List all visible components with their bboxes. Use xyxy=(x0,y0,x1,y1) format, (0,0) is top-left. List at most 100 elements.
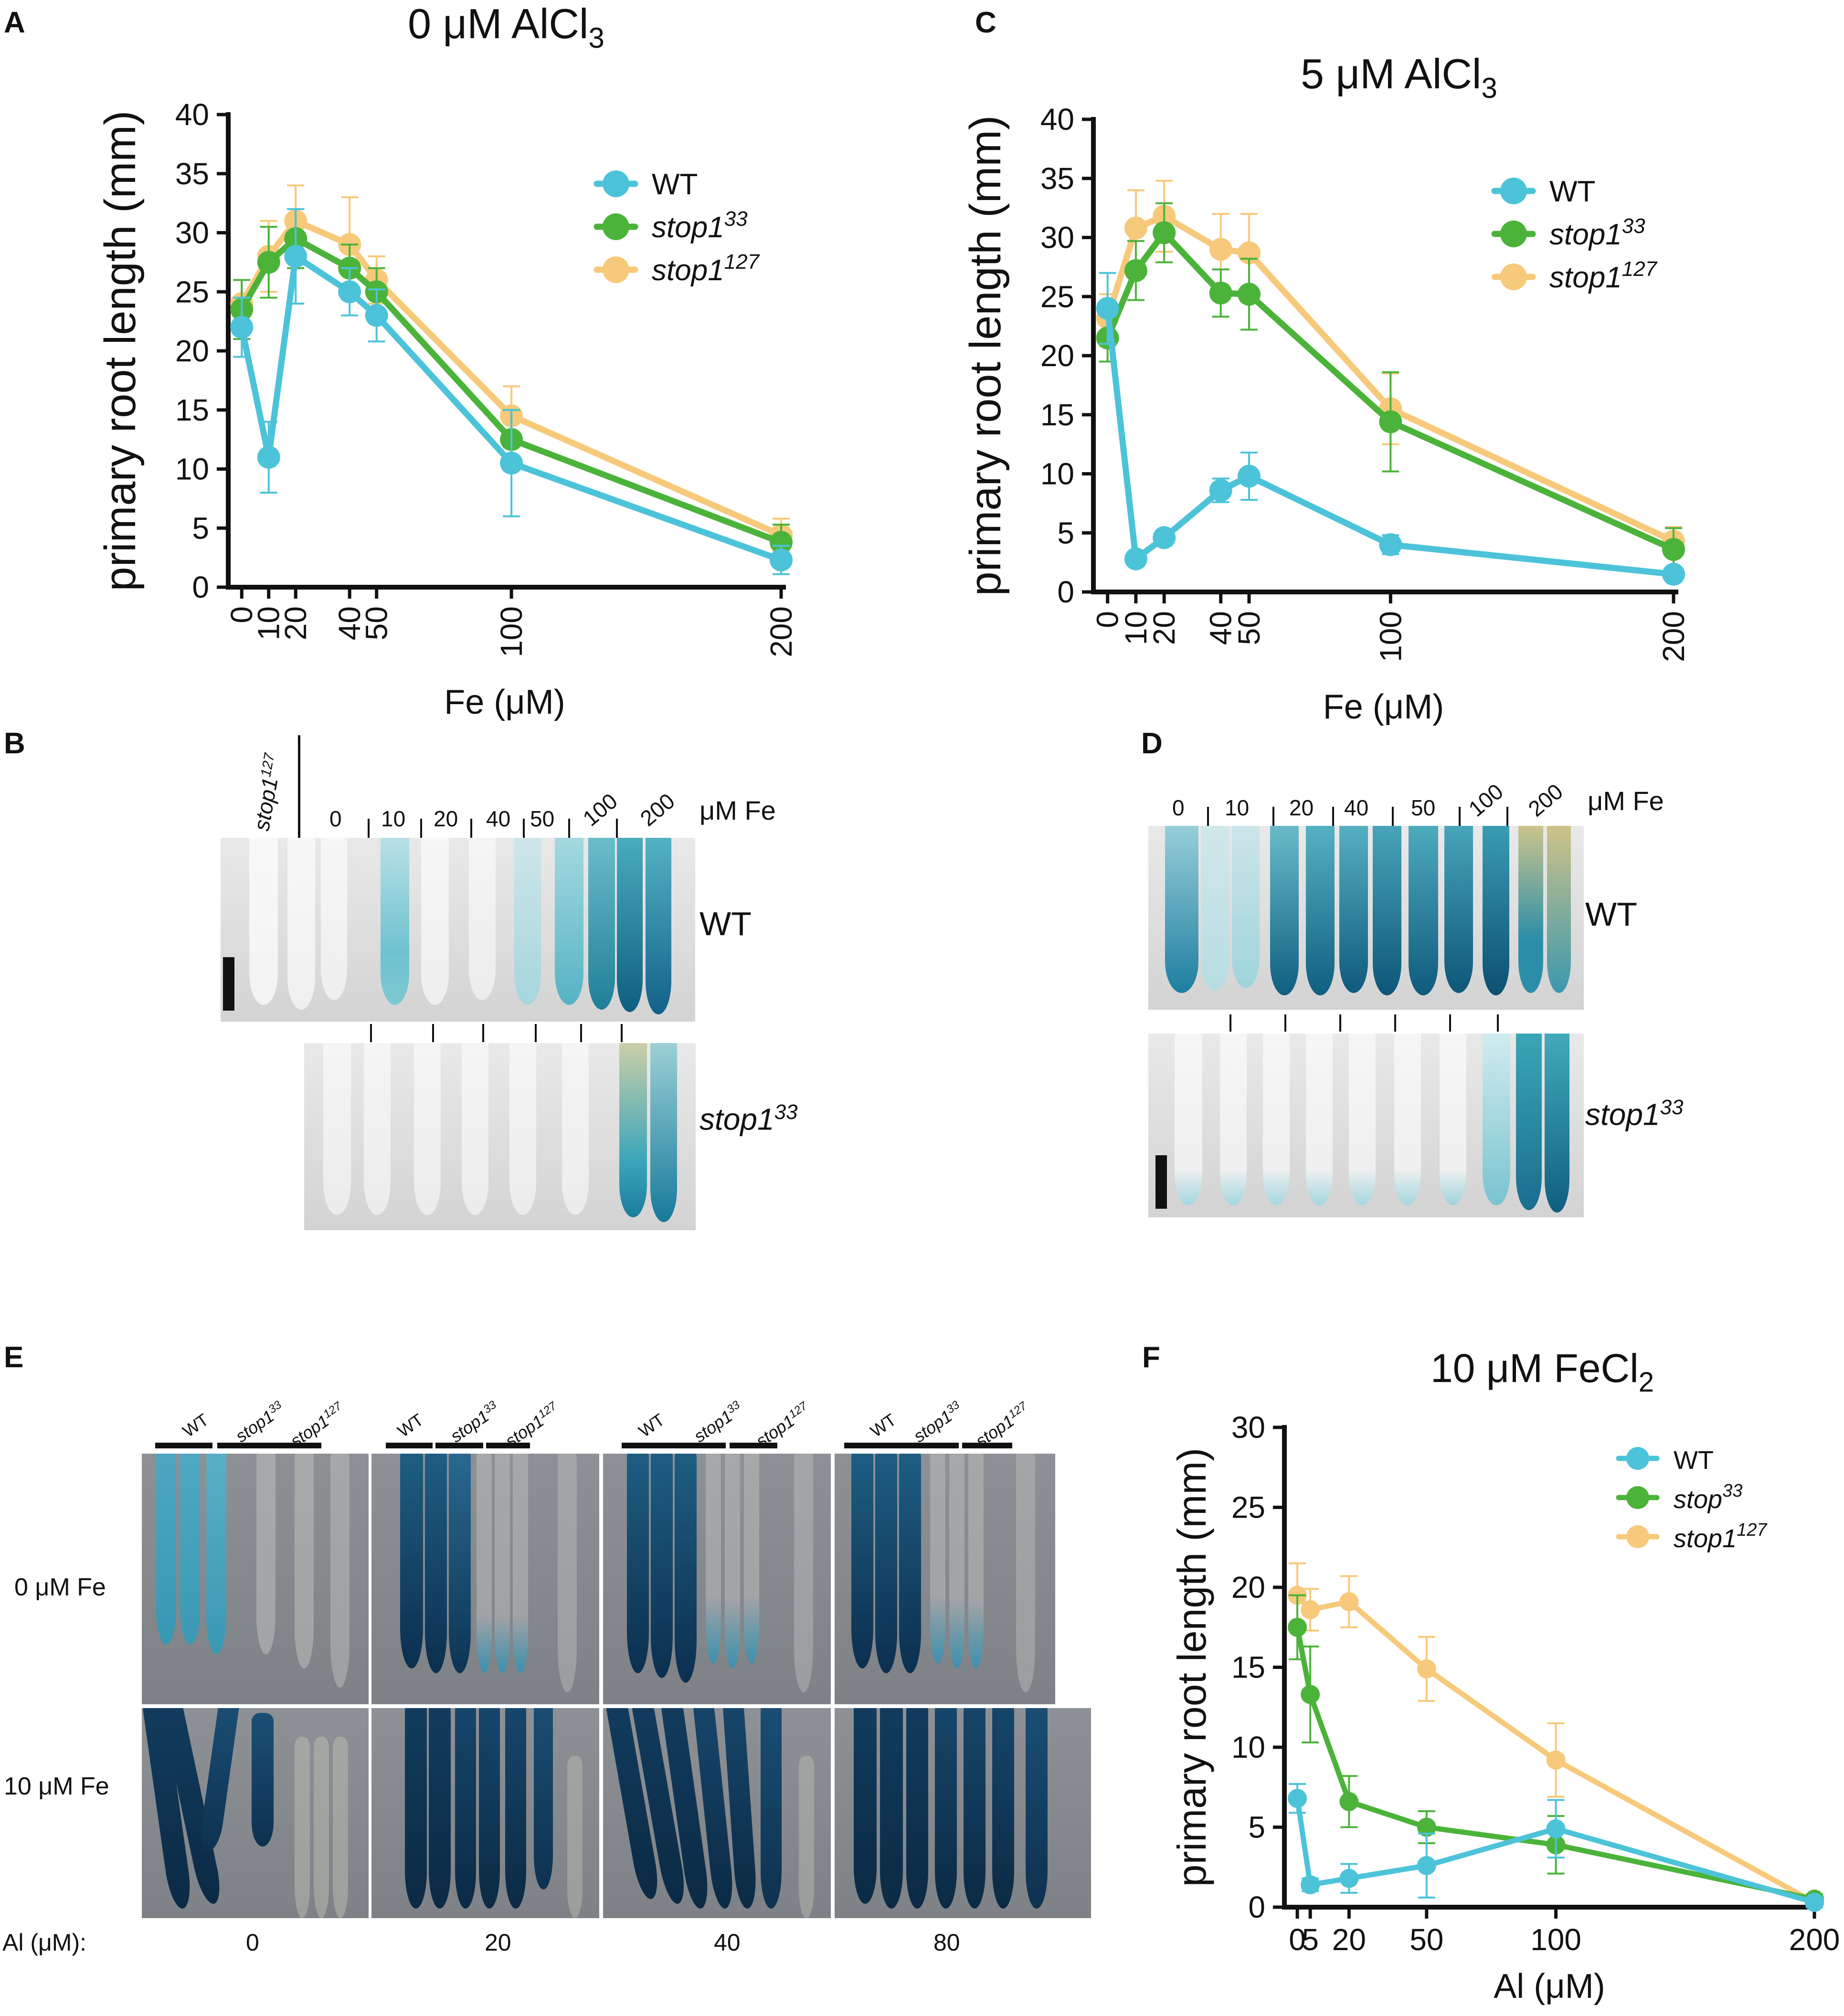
chart-title-subscript: 2 xyxy=(1639,1367,1654,1398)
root xyxy=(675,1454,697,1683)
fe-tick xyxy=(1497,1014,1499,1032)
data-point xyxy=(1237,464,1261,488)
root xyxy=(469,838,496,1000)
e-header-stop1-33: stop133 xyxy=(910,1398,962,1446)
root xyxy=(495,1454,510,1673)
x-tick-label: 20 xyxy=(1332,1922,1366,1957)
root xyxy=(156,1454,176,1645)
root xyxy=(1516,1034,1542,1210)
root xyxy=(206,1454,226,1654)
fe-tick xyxy=(368,819,370,838)
root xyxy=(1339,826,1368,993)
legend-label-superscript: 33 xyxy=(1622,214,1645,238)
data-point xyxy=(1339,1868,1359,1888)
root xyxy=(1545,1034,1569,1213)
row-label-stop1-33: stop133 xyxy=(699,1100,798,1137)
root xyxy=(1483,1034,1510,1205)
root xyxy=(364,1043,391,1215)
y-tick-label: 0 xyxy=(192,570,209,604)
root xyxy=(968,1454,984,1668)
root xyxy=(381,838,409,1005)
y-tick-label: 35 xyxy=(175,157,209,191)
root xyxy=(256,1454,276,1654)
row-label-stop1-33: stop133 xyxy=(1585,1096,1684,1132)
root xyxy=(321,838,347,1000)
fe-label: 10 xyxy=(381,806,406,831)
root xyxy=(1220,1034,1247,1205)
root xyxy=(880,1708,903,1909)
x-tick-label: 40 xyxy=(1204,611,1238,645)
root xyxy=(854,1708,877,1904)
fe-label: 20 xyxy=(1289,795,1314,820)
chart-title-subscript: 3 xyxy=(1481,72,1497,104)
root xyxy=(505,1708,526,1909)
root xyxy=(1373,826,1401,995)
data-point xyxy=(1662,562,1685,586)
fe-tick xyxy=(370,1024,372,1042)
legend-label: WT xyxy=(1549,175,1595,208)
panel-letter-d: D xyxy=(1141,727,1163,760)
y-tick-label: 25 xyxy=(1231,1490,1265,1525)
photo-e-10fe-80al xyxy=(835,1708,1091,1918)
root xyxy=(627,1454,649,1673)
root xyxy=(1483,826,1509,995)
e-bar-stop1-127 xyxy=(730,1443,777,1448)
root xyxy=(744,1454,759,1664)
legend-swatch-marker xyxy=(1500,221,1527,247)
fe-tick xyxy=(1449,1014,1451,1032)
root xyxy=(1270,826,1299,995)
root xyxy=(414,1043,441,1215)
fe-tick xyxy=(432,1024,434,1042)
x-tick-label: 10 xyxy=(252,606,286,640)
panel-letter-e: E xyxy=(4,1341,24,1374)
fe-tick xyxy=(621,1024,623,1042)
data-point xyxy=(1288,1617,1307,1637)
fe-tick xyxy=(568,819,570,838)
series-line xyxy=(1294,1795,1817,1905)
legend-label: stop33 xyxy=(1674,1481,1742,1514)
data-point xyxy=(230,316,254,339)
fe-label: 0 xyxy=(1172,795,1185,820)
e-header-wt: WT xyxy=(394,1409,427,1441)
row-label-10-fe: 10 μM Fe xyxy=(4,1773,109,1800)
data-point xyxy=(770,530,793,554)
e-bar-mutants xyxy=(217,1443,321,1448)
data-point xyxy=(1417,1659,1436,1678)
root xyxy=(421,838,449,1005)
root xyxy=(1306,1034,1333,1205)
photo-e-0fe-20al xyxy=(371,1454,599,1704)
legend-swatch-marker xyxy=(603,213,629,240)
data-point xyxy=(1546,1750,1566,1770)
root xyxy=(1394,1034,1421,1205)
data-point xyxy=(1379,533,1402,556)
photo-e-10fe-40al xyxy=(603,1708,831,1918)
fe-tick xyxy=(580,1024,582,1042)
photo-b-stop1-33 xyxy=(304,1043,696,1230)
x-tick-label: 0 xyxy=(1289,1922,1306,1957)
y-tick-label: 15 xyxy=(1040,398,1074,432)
data-point xyxy=(1662,538,1685,561)
y-tick-label: 10 xyxy=(1040,457,1074,491)
al-axis-label: Al (μM): xyxy=(2,1929,87,1956)
data-point xyxy=(1209,238,1232,261)
fe-tick xyxy=(1332,807,1334,826)
x-axis-title: Fe (μM) xyxy=(444,683,565,721)
y-axis-title: primary root length (mm) xyxy=(1169,1448,1214,1887)
e-bar-wt-stop1-33 xyxy=(844,1443,959,1448)
legend-swatch-marker xyxy=(1626,1486,1649,1509)
root xyxy=(992,1708,1014,1909)
photo-d-wt xyxy=(1148,826,1584,1010)
root xyxy=(1232,826,1260,988)
photo-e-0fe-0al xyxy=(142,1454,369,1704)
root xyxy=(562,1043,589,1215)
data-point xyxy=(1209,479,1232,502)
root xyxy=(619,1043,647,1217)
fe-label: 40 xyxy=(1344,795,1369,820)
x-tick-label: 50 xyxy=(1232,611,1266,645)
e-header-stop1-33: stop133 xyxy=(446,1398,499,1446)
legend-label-superscript: 127 xyxy=(1622,257,1658,281)
legend-swatch-marker xyxy=(1500,178,1527,204)
y-tick-label: 15 xyxy=(175,393,209,427)
data-point xyxy=(365,304,388,327)
